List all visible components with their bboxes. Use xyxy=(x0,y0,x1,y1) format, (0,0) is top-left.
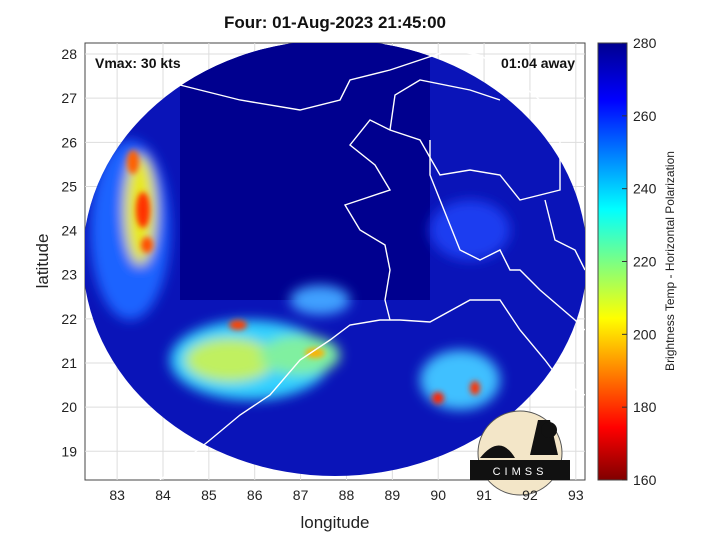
x-tick-label: 84 xyxy=(155,487,171,503)
map-title: Four: 01-Aug-2023 21:45:00 xyxy=(224,13,446,32)
logo-text: CIMSS xyxy=(493,466,548,478)
colorbar-tick-label: 240 xyxy=(633,181,657,197)
colorbar-tick-label: 180 xyxy=(633,399,657,415)
colorbar-tick-label: 200 xyxy=(633,326,657,342)
x-tick-label: 91 xyxy=(476,487,492,503)
x-tick-label: 93 xyxy=(568,487,584,503)
colorbar-label: Brightness Temp - Horizontal Polarizatio… xyxy=(663,151,677,371)
annotation: 01:04 away xyxy=(501,55,575,71)
y-tick-label: 28 xyxy=(61,46,77,62)
x-tick-label: 87 xyxy=(293,487,309,503)
colorbar-tick-label: 160 xyxy=(633,472,657,488)
x-axis-label: longitude xyxy=(300,513,369,532)
x-tick-label: 89 xyxy=(385,487,401,503)
y-tick-label: 25 xyxy=(61,178,77,194)
annotation: Vmax: 30 kts xyxy=(95,55,181,71)
x-tick-label: 83 xyxy=(109,487,125,503)
x-tick-label: 90 xyxy=(430,487,446,503)
colorbar-tick-label: 260 xyxy=(633,108,657,124)
x-tick-label: 85 xyxy=(201,487,217,503)
y-tick-label: 24 xyxy=(61,223,77,239)
x-tick-label: 86 xyxy=(247,487,263,503)
x-tick-label: 92 xyxy=(522,487,538,503)
satellite-swath xyxy=(85,43,585,480)
y-tick-label: 27 xyxy=(61,90,77,106)
colorbar-tick-label: 280 xyxy=(633,35,657,51)
y-tick-label: 20 xyxy=(61,399,77,415)
y-tick-label: 21 xyxy=(61,355,77,371)
logo: CIMSS xyxy=(470,410,570,496)
y-tick-label: 22 xyxy=(61,311,77,327)
y-axis-label: latitude xyxy=(33,234,52,289)
x-tick-label: 88 xyxy=(339,487,355,503)
colorbar-tick-label: 220 xyxy=(633,254,657,270)
y-tick-label: 19 xyxy=(61,443,77,459)
y-tick-label: 26 xyxy=(61,134,77,150)
y-tick-label: 23 xyxy=(61,267,77,283)
